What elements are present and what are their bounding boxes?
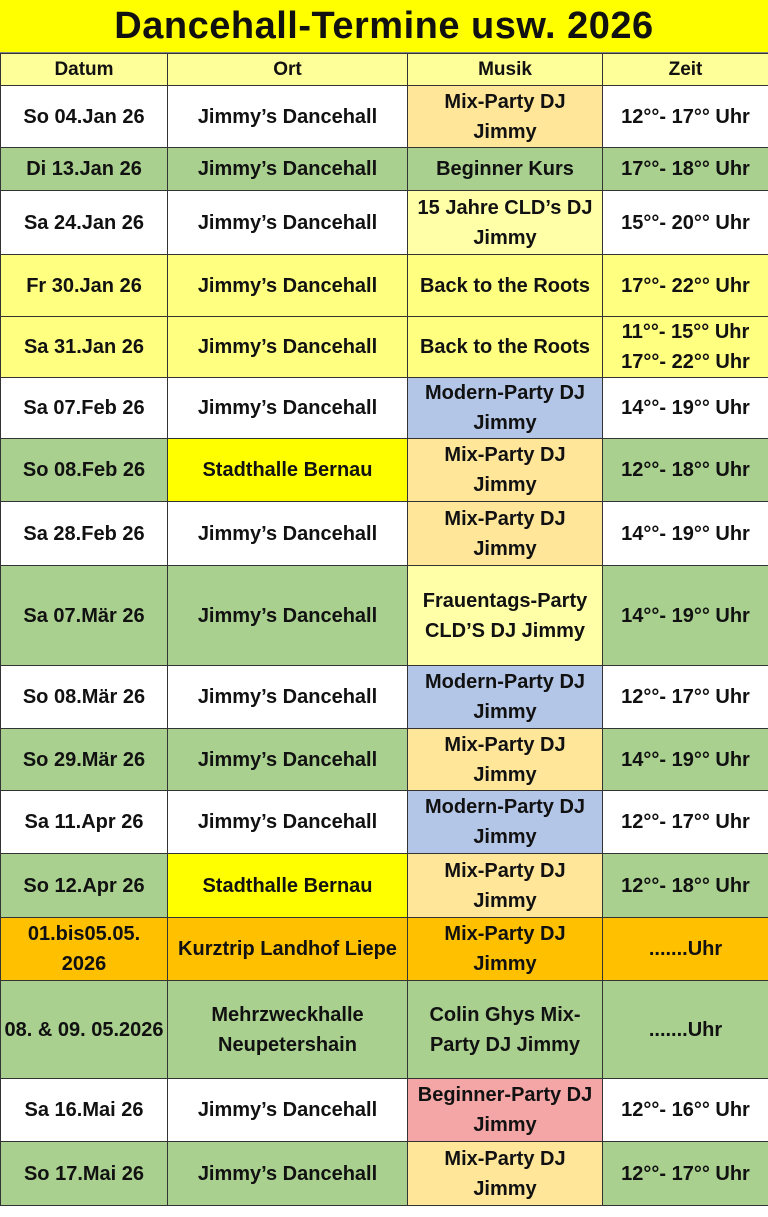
datum-cell: Sa 07.Feb 26	[0, 377, 168, 439]
table-row: Sa 31.Jan 26 Jimmy’s Dancehall Back to the…	[0, 316, 768, 378]
zeit-cell: 14°°- 19°° Uhr	[602, 377, 768, 439]
ort-cell: Jimmy’s Dancehall	[167, 790, 408, 854]
table-row: So 04.Jan 26 Jimmy’s Dancehall Mix-Party D…	[0, 85, 768, 148]
musik-cell: Modern-Party DJ Jimmy	[407, 665, 603, 729]
header-row: Datum Ort Musik Zeit	[0, 53, 768, 86]
ort-cell: Jimmy’s Dancehall	[167, 254, 408, 317]
zeit-cell: 12°°- 17°° Uhr	[602, 85, 768, 148]
zeit-cell: 12°°- 18°° Uhr	[602, 853, 768, 918]
datum-cell: So 08.Feb 26	[0, 438, 168, 502]
ort-cell: Stadthalle Bernau	[167, 853, 408, 918]
schedule-table: Datum Ort Musik Zeit So 04.Jan 26 Jimmy’s…	[0, 53, 768, 1206]
header-ort: Ort	[167, 53, 408, 86]
ort-cell: Jimmy’s Dancehall	[167, 147, 408, 191]
zeit-cell: 12°°- 16°° Uhr	[602, 1078, 768, 1142]
table-row: So 17.Mai 26 Jimmy’s Dancehall Mix-Party D…	[0, 1141, 768, 1206]
datum-cell: Di 13.Jan 26	[0, 147, 168, 191]
ort-cell: Jimmy’s Dancehall	[167, 565, 408, 666]
table-row: Sa 11.Apr 26 Jimmy’s Dancehall Modern-Part…	[0, 790, 768, 854]
musik-cell: Mix-Party DJ Jimmy	[407, 85, 603, 148]
datum-cell: Sa 16.Mai 26	[0, 1078, 168, 1142]
table-row: 01.bis05.05. 2026 Kurztrip Landhof Liepe M…	[0, 917, 768, 981]
zeit-cell: 14°°- 19°° Uhr	[602, 728, 768, 791]
musik-cell: Beginner-Party DJ Jimmy	[407, 1078, 603, 1142]
table-row: So 12.Apr 26 Stadthalle Bernau Mix-Party D…	[0, 853, 768, 918]
musik-cell: Modern-Party DJ Jimmy	[407, 790, 603, 854]
datum-cell: Sa 11.Apr 26	[0, 790, 168, 854]
datum-cell: So 29.Mär 26	[0, 728, 168, 791]
musik-cell: Back to the Roots	[407, 316, 603, 378]
ort-cell: Jimmy’s Dancehall	[167, 665, 408, 729]
header-musik: Musik	[407, 53, 603, 86]
zeit-cell: .......Uhr	[602, 980, 768, 1079]
musik-cell: Colin Ghys Mix-Party DJ Jimmy	[407, 980, 603, 1079]
zeit-cell: .......Uhr	[602, 917, 768, 981]
header-datum: Datum	[0, 53, 168, 86]
table-row: Sa 07.Feb 26 Jimmy’s Dancehall Modern-Part…	[0, 377, 768, 439]
musik-cell: Mix-Party DJ Jimmy	[407, 1141, 603, 1206]
datum-cell: 01.bis05.05. 2026	[0, 917, 168, 981]
datum-cell: Sa 31.Jan 26	[0, 316, 168, 378]
musik-cell: Mix-Party DJ Jimmy	[407, 438, 603, 502]
ort-cell: Jimmy’s Dancehall	[167, 728, 408, 791]
datum-cell: Sa 07.Mär 26	[0, 565, 168, 666]
musik-cell: 15 Jahre CLD’s DJ Jimmy	[407, 190, 603, 255]
ort-cell: Stadthalle Bernau	[167, 438, 408, 502]
page-title: Dancehall-Termine usw. 2026	[0, 0, 768, 53]
musik-cell: Mix-Party DJ Jimmy	[407, 853, 603, 918]
zeit-cell: 17°°- 22°° Uhr	[602, 254, 768, 317]
musik-cell: Frauentags-Party CLD’S DJ Jimmy	[407, 565, 603, 666]
datum-cell: Sa 28.Feb 26	[0, 501, 168, 566]
datum-cell: So 04.Jan 26	[0, 85, 168, 148]
datum-cell: Fr 30.Jan 26	[0, 254, 168, 317]
header-zeit: Zeit	[602, 53, 768, 86]
table-row: So 08.Mär 26 Jimmy’s Dancehall Modern-Part…	[0, 665, 768, 729]
musik-cell: Mix-Party DJ Jimmy	[407, 917, 603, 981]
ort-cell: Jimmy’s Dancehall	[167, 1141, 408, 1206]
musik-cell: Modern-Party DJ Jimmy	[407, 377, 603, 439]
table-row: 08. & 09. 05.2026 Mehrzweckhalle Neupeter…	[0, 980, 768, 1079]
musik-cell: Beginner Kurs	[407, 147, 603, 191]
table-row: Sa 07.Mär 26 Jimmy’s Dancehall Frauentags-…	[0, 565, 768, 666]
datum-cell: So 12.Apr 26	[0, 853, 168, 918]
table-row: So 29.Mär 26 Jimmy’s Dancehall Mix-Party D…	[0, 728, 768, 791]
ort-cell: Jimmy’s Dancehall	[167, 1078, 408, 1142]
musik-cell: Back to the Roots	[407, 254, 603, 317]
table-row: So 08.Feb 26 Stadthalle Bernau Mix-Party D…	[0, 438, 768, 502]
zeit-cell: 14°°- 19°° Uhr	[602, 501, 768, 566]
datum-cell: So 08.Mär 26	[0, 665, 168, 729]
musik-cell: Mix-Party DJ Jimmy	[407, 501, 603, 566]
ort-cell: Kurztrip Landhof Liepe	[167, 917, 408, 981]
table-row: Fr 30.Jan 26 Jimmy’s Dancehall Back to the…	[0, 254, 768, 317]
zeit-cell: 14°°- 19°° Uhr	[602, 565, 768, 666]
datum-cell: So 17.Mai 26	[0, 1141, 168, 1206]
zeit-cell: 17°°- 18°° Uhr	[602, 147, 768, 191]
ort-cell: Jimmy’s Dancehall	[167, 501, 408, 566]
zeit-cell: 12°°- 17°° Uhr	[602, 790, 768, 854]
table-row: Sa 28.Feb 26 Jimmy’s Dancehall Mix-Party D…	[0, 501, 768, 566]
datum-cell: Sa 24.Jan 26	[0, 190, 168, 255]
table-row: Di 13.Jan 26 Jimmy’s Dancehall Beginner Ku…	[0, 147, 768, 191]
ort-cell: Jimmy’s Dancehall	[167, 190, 408, 255]
table-row: Sa 16.Mai 26 Jimmy’s Dancehall Beginner-Pa…	[0, 1078, 768, 1142]
zeit-cell: 12°°- 17°° Uhr	[602, 665, 768, 729]
ort-cell: Jimmy’s Dancehall	[167, 377, 408, 439]
table-row: Sa 24.Jan 26 Jimmy’s Dancehall 15 Jahre CL…	[0, 190, 768, 255]
ort-cell: Jimmy’s Dancehall	[167, 316, 408, 378]
zeit-cell: 12°°- 17°° Uhr	[602, 1141, 768, 1206]
ort-cell: Mehrzweckhalle Neupetershain	[167, 980, 408, 1079]
zeit-cell: 11°°- 15°° Uhr 17°°- 22°° Uhr	[602, 316, 768, 378]
datum-cell: 08. & 09. 05.2026	[0, 980, 168, 1079]
zeit-cell: 15°°- 20°° Uhr	[602, 190, 768, 255]
ort-cell: Jimmy’s Dancehall	[167, 85, 408, 148]
zeit-cell: 12°°- 18°° Uhr	[602, 438, 768, 502]
musik-cell: Mix-Party DJ Jimmy	[407, 728, 603, 791]
